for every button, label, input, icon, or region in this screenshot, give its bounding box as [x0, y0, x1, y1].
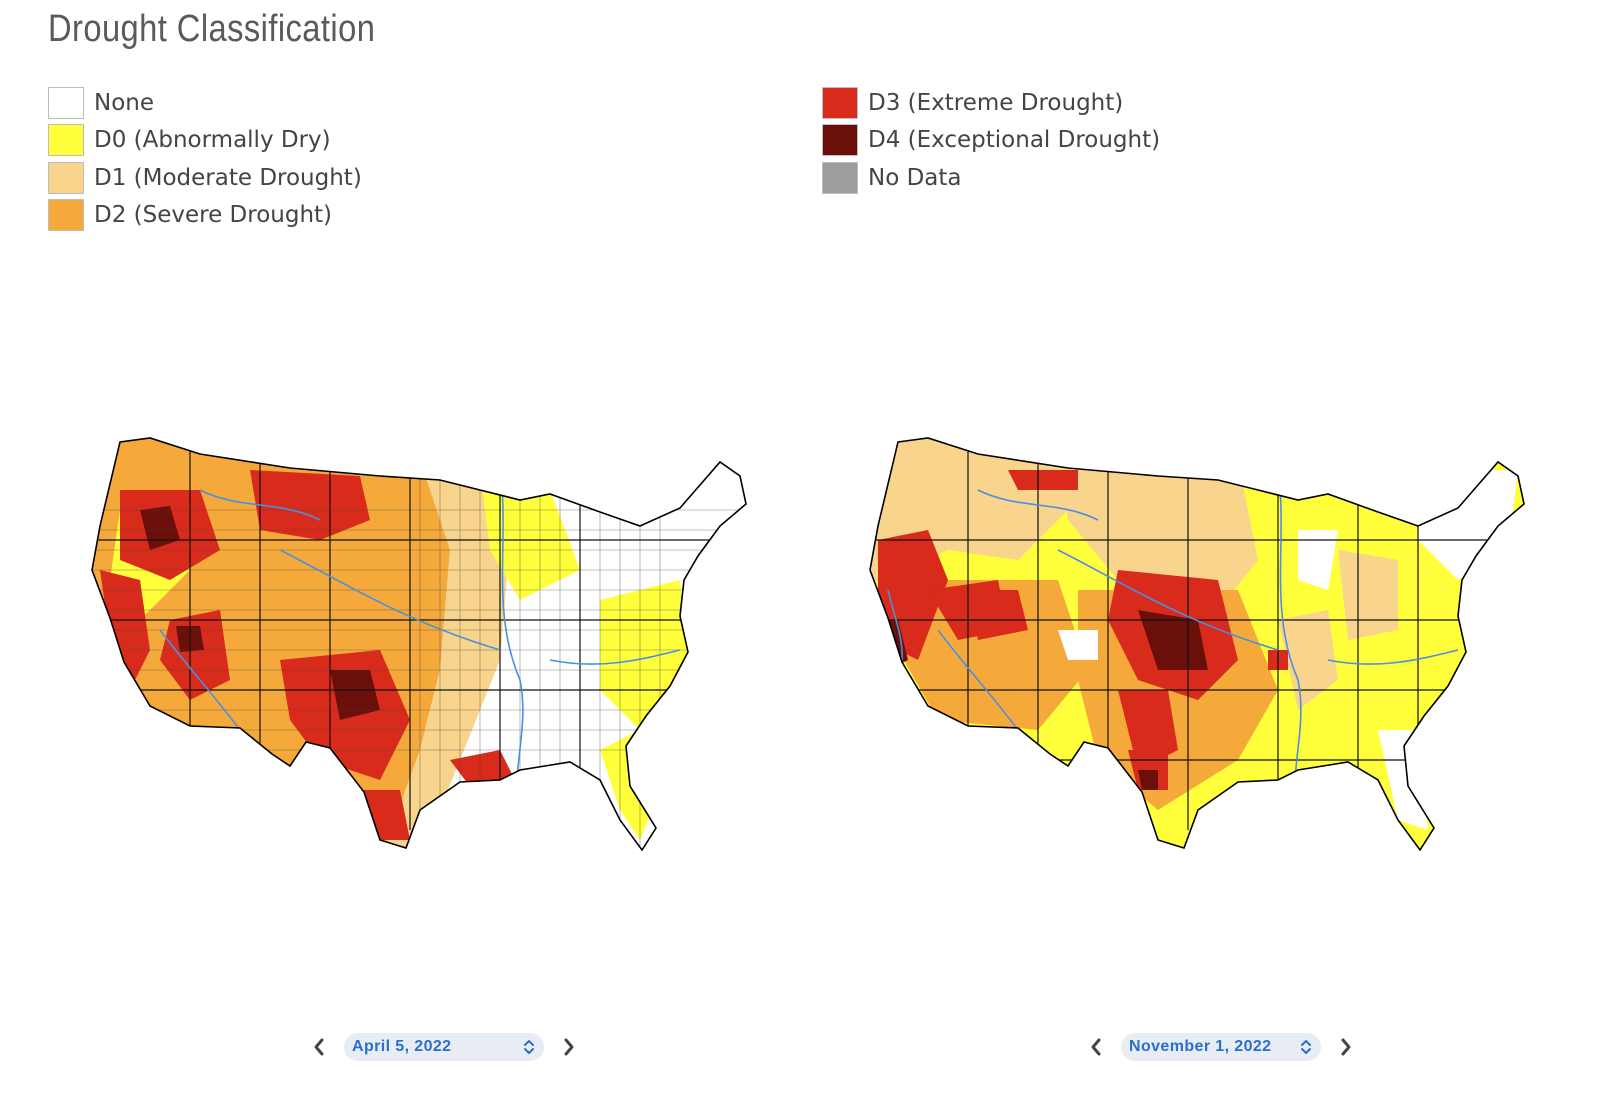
date-select-april[interactable]: April 5, 2022: [344, 1033, 544, 1061]
legend-swatch-d0: [48, 124, 84, 157]
up-down-chevron-icon: [1301, 1040, 1311, 1054]
date-select-november[interactable]: November 1, 2022: [1121, 1033, 1321, 1061]
legend-swatch-no-data: [822, 161, 858, 194]
legend-right: D3 (Extreme Drought) D4 (Exceptional Dro…: [822, 84, 1160, 197]
chevron-right-icon[interactable]: [1335, 1034, 1357, 1060]
legend-swatch-d2: [48, 199, 84, 232]
legend-label: D1 (Moderate Drought): [94, 164, 362, 191]
legend-label: No Data: [868, 164, 962, 191]
legend-label: D4 (Exceptional Drought): [868, 127, 1161, 154]
chevron-right-icon[interactable]: [558, 1034, 580, 1060]
legend-label: None: [94, 89, 155, 116]
legend-swatch-d4: [822, 124, 858, 157]
legend-swatch-none: [48, 86, 84, 119]
legend-swatch-d1: [48, 161, 84, 194]
up-down-chevron-icon: [524, 1040, 534, 1054]
legend-left: None D0 (Abnormally Dry) D1 (Moderate Dr…: [48, 84, 362, 234]
legend-label: D3 (Extreme Drought): [868, 89, 1124, 116]
legend-item-d1: D1 (Moderate Drought): [48, 159, 362, 197]
legend-item-no-data: No Data: [822, 159, 1160, 197]
chevron-left-icon[interactable]: [308, 1034, 330, 1060]
date-nav-april: April 5, 2022: [308, 1033, 580, 1061]
legend-item-none: None: [48, 84, 362, 122]
date-select-text: April 5, 2022: [352, 1038, 452, 1055]
date-nav-november: November 1, 2022: [1085, 1033, 1357, 1061]
legend-item-d0: D0 (Abnormally Dry): [48, 122, 362, 160]
drought-map-april: [91, 437, 747, 852]
date-select-text: November 1, 2022: [1129, 1038, 1272, 1055]
legend-label: D0 (Abnormally Dry): [94, 127, 331, 154]
chevron-left-icon[interactable]: [1085, 1034, 1107, 1060]
page-title: Drought Classification: [48, 8, 376, 50]
drought-map-november: [869, 437, 1525, 852]
legend-item-d2: D2 (Severe Drought): [48, 197, 362, 235]
legend-swatch-d3: [822, 86, 858, 119]
legend-label: D2 (Severe Drought): [94, 202, 333, 229]
legend-item-d3: D3 (Extreme Drought): [822, 84, 1160, 122]
legend-item-d4: D4 (Exceptional Drought): [822, 122, 1160, 160]
